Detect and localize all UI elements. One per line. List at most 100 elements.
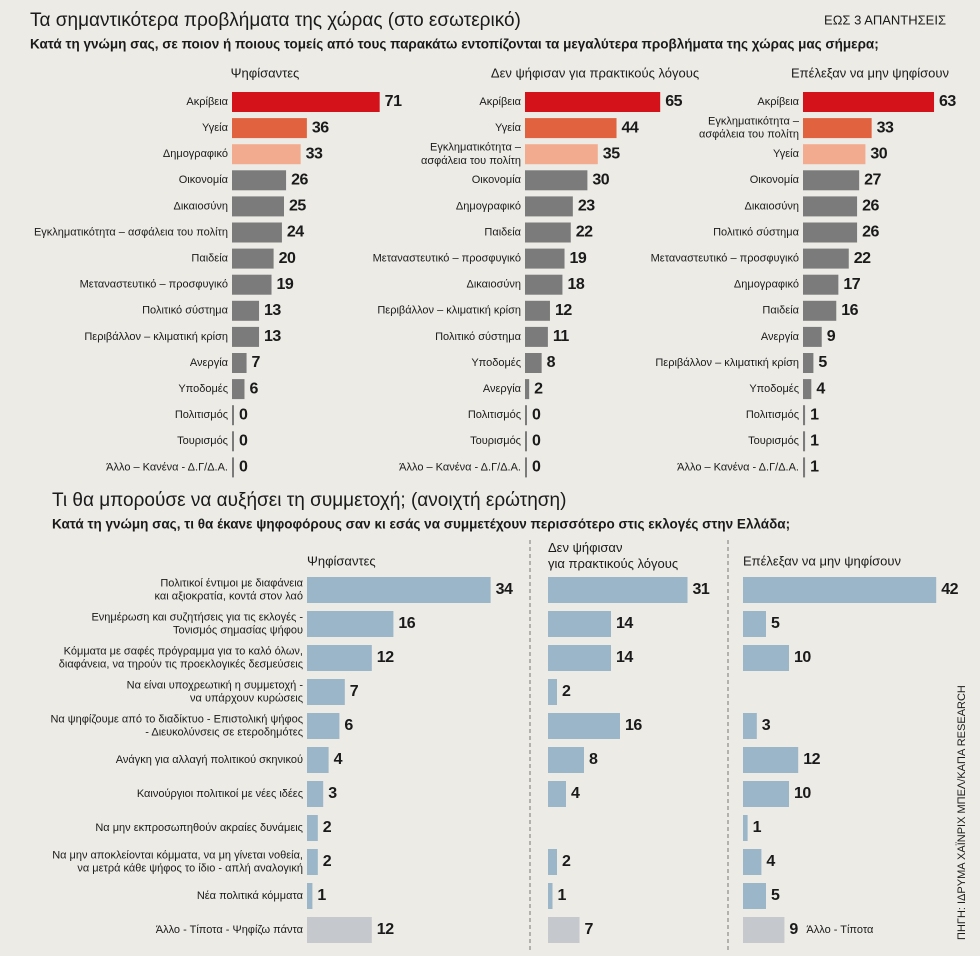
- value-label: 26: [291, 172, 308, 189]
- category-label: Πολιτισμός: [746, 409, 799, 421]
- value-label: 0: [532, 459, 541, 476]
- category-label: Άλλο - Τίποτα: [806, 924, 874, 936]
- bar: [232, 405, 234, 426]
- bar: [232, 196, 284, 217]
- category-label: Δημογραφικό: [734, 279, 799, 291]
- category-label: Δικαιοσύνη: [466, 279, 521, 291]
- bar: [548, 883, 553, 909]
- bar: [803, 118, 872, 139]
- value-label: 4: [334, 751, 343, 768]
- category-label: Άλλο – Κανένα - Δ.Γ/Δ.Α.: [106, 461, 228, 473]
- bar: [548, 849, 557, 875]
- category-label: Περιβάλλον – κλιματική κρίση: [655, 357, 799, 369]
- value-label: 12: [377, 649, 394, 666]
- value-label: 19: [570, 250, 587, 267]
- bar: [803, 379, 812, 400]
- bar: [307, 577, 491, 603]
- bar: [803, 405, 806, 426]
- value-label: 0: [239, 406, 248, 423]
- bar: [743, 917, 785, 943]
- bar: [548, 645, 611, 671]
- value-label: 7: [350, 683, 359, 700]
- bar: [548, 611, 611, 637]
- category-label: Μεταναστευτικό – προσφυγικό: [373, 253, 521, 265]
- category-label: Δημογραφικό: [456, 200, 521, 212]
- value-label: 8: [589, 751, 598, 768]
- value-label: 4: [571, 785, 580, 802]
- category-label: Οικονομία: [750, 174, 800, 186]
- category-label: Υποδομές: [471, 357, 521, 369]
- category-label: Οικονομία: [179, 174, 229, 186]
- bar: [803, 144, 866, 165]
- value-label: 9: [827, 328, 836, 345]
- value-label: 8: [547, 354, 556, 371]
- value-label: 19: [277, 276, 294, 293]
- value-label: 30: [592, 172, 609, 189]
- bar: [803, 353, 814, 373]
- category-label: Να μην αποκλείονται κόμματα, να μη γίνετ…: [52, 849, 303, 874]
- value-label: 12: [555, 302, 572, 319]
- category-label: Περιβάλλον – κλιματική κρίση: [84, 331, 228, 343]
- value-label: 18: [567, 276, 584, 293]
- category-label: Άλλο – Κανένα - Δ.Γ/Δ.Α.: [399, 461, 521, 473]
- value-label: 14: [616, 615, 633, 632]
- bar: [548, 713, 620, 739]
- category-label: Άλλο - Τίποτα - Ψηφίζω πάντα: [156, 924, 304, 936]
- value-label: 2: [562, 853, 571, 870]
- chart-title: Δεν ψήφισαν για πρακτικούς λόγους: [548, 541, 678, 572]
- value-label: 2: [323, 853, 332, 870]
- bar: [743, 849, 762, 875]
- chart-title: Ψηφίσαντες: [231, 65, 300, 80]
- chart-title: Δεν ψήφισαν για πρακτικούς λόγους: [491, 65, 699, 80]
- value-label: 35: [603, 145, 620, 162]
- bar: [548, 577, 688, 603]
- category-label: Πολιτισμός: [175, 409, 228, 421]
- bar: [743, 781, 789, 807]
- value-label: 13: [264, 328, 281, 345]
- bar: [232, 118, 307, 139]
- value-label: 2: [534, 380, 543, 397]
- category-label: Ακρίβεια: [479, 96, 521, 108]
- category-label: Να μην εκπροσωπηθούν ακραίες δυνάμεις: [95, 822, 303, 834]
- category-label: Τουρισμός: [177, 435, 228, 447]
- category-label: Να ψηφίζουμε από το διαδίκτυο - Επιστολι…: [50, 713, 303, 738]
- value-label: 71: [385, 93, 402, 110]
- bar: [307, 815, 318, 841]
- bar: [743, 883, 766, 909]
- value-label: 1: [753, 819, 762, 836]
- bar: [525, 353, 542, 373]
- category-label: Καινούργιοι πολιτικοί με νέες ιδέες: [137, 788, 303, 800]
- value-label: 2: [562, 683, 571, 700]
- category-label: Ενημέρωση και συζητήσεις για τις εκλογές…: [91, 611, 303, 636]
- bar: [232, 274, 272, 295]
- bar: [525, 248, 565, 269]
- bar: [525, 222, 571, 243]
- bar: [232, 431, 234, 452]
- bar: [525, 405, 527, 426]
- value-label: 22: [576, 224, 593, 241]
- category-label: Νέα πολιτικά κόμματα: [197, 890, 304, 902]
- section-title: Τι θα μπορούσε να αυξήσει τη συμμετοχή; …: [52, 490, 566, 511]
- bar: [743, 747, 799, 773]
- bar: [803, 222, 858, 243]
- value-label: 34: [496, 581, 513, 598]
- category-label: Μεταναστευτικό – προσφυγικό: [651, 253, 799, 265]
- category-label: Παιδεία: [762, 305, 799, 317]
- value-label: 10: [794, 785, 811, 802]
- value-label: 4: [816, 380, 825, 397]
- value-label: 22: [854, 250, 871, 267]
- bar: [232, 457, 234, 478]
- value-label: 12: [377, 921, 394, 938]
- value-label: 13: [264, 302, 281, 319]
- value-label: 10: [794, 649, 811, 666]
- bar: [743, 577, 937, 603]
- category-label: Πολιτικό σύστημα: [142, 305, 229, 317]
- category-label: Υγεία: [773, 148, 800, 160]
- bar: [525, 144, 598, 165]
- value-label: 2: [323, 819, 332, 836]
- value-label: 7: [252, 354, 261, 371]
- bar: [743, 713, 757, 739]
- category-label: Δημογραφικό: [163, 148, 228, 160]
- value-label: 14: [616, 649, 633, 666]
